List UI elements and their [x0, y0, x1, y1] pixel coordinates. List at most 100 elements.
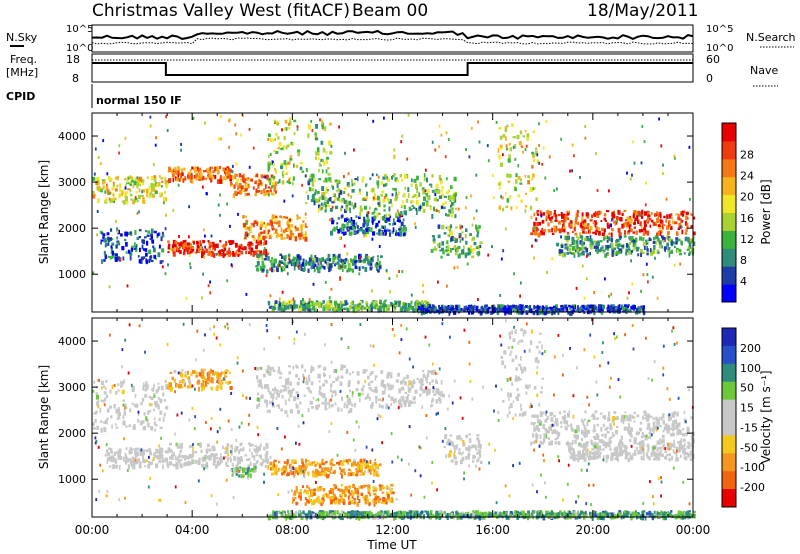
power-cell [388, 213, 391, 217]
power-cell [499, 144, 503, 148]
power-cell [529, 305, 532, 309]
velocity-cell [320, 486, 323, 490]
power-cell [298, 216, 301, 219]
velocity-cell [121, 380, 125, 385]
power-cell [113, 197, 117, 201]
power-cell [610, 218, 613, 222]
power-cell [604, 277, 606, 281]
velocity-cell [439, 391, 441, 396]
power-cell [366, 213, 368, 217]
power-cell [280, 233, 283, 237]
power-cell [138, 176, 142, 182]
power-cell [547, 222, 550, 227]
power-cell [615, 216, 619, 220]
power-cell [564, 215, 568, 220]
power-cell [191, 166, 194, 170]
power-cell [633, 239, 636, 243]
power-cell [272, 138, 275, 142]
power-cell [575, 309, 579, 312]
velocity-cell [312, 397, 315, 400]
velocity-cell [348, 501, 351, 505]
velocity-cell [428, 370, 431, 374]
power-cell [208, 171, 211, 177]
velocity-cell [181, 454, 184, 459]
velocity-cell [187, 461, 191, 466]
velocity-cell [95, 392, 99, 395]
power-cell [621, 223, 624, 229]
velocity-cell [95, 394, 99, 400]
power-cell [138, 259, 141, 264]
velocity-cell [266, 402, 268, 408]
power-cell [347, 219, 351, 223]
velocity-cell [295, 391, 299, 394]
power-cell [110, 246, 113, 252]
power-cell [403, 193, 406, 198]
power-cell [534, 231, 538, 236]
power-cell [219, 213, 221, 217]
power-cell [608, 294, 610, 298]
power-cell [385, 304, 389, 308]
power-cell [581, 220, 584, 223]
power-cell [341, 261, 344, 265]
power-cell [469, 233, 472, 236]
power-cell [244, 231, 248, 236]
power-cell [287, 300, 290, 305]
velocity-cell [381, 491, 385, 494]
power-cell [167, 251, 170, 254]
power-cell [300, 231, 303, 235]
velocity-cell [149, 403, 152, 407]
power-cell [647, 211, 650, 216]
power-cell [230, 240, 232, 244]
power-cell [175, 178, 178, 182]
power-cell [107, 236, 110, 241]
power-cell [359, 303, 361, 306]
velocity-cell [230, 444, 233, 449]
power-cell [657, 238, 660, 242]
velocity-cell [275, 397, 278, 401]
velocity-cell [342, 468, 345, 473]
power-cell [287, 261, 291, 265]
power-cell [288, 253, 291, 257]
velocity-cell [179, 450, 182, 453]
power-cell [440, 193, 445, 198]
power-cell [438, 175, 441, 179]
power-cell [299, 300, 303, 305]
power-cell [362, 197, 365, 201]
velocity-cell [438, 396, 441, 402]
velocity-cell [113, 457, 117, 463]
power-cell [383, 174, 387, 177]
power-cell [393, 306, 397, 310]
power-cell [679, 262, 682, 266]
velocity-cell [432, 389, 435, 394]
power-cell [373, 210, 376, 214]
power-cell [378, 264, 382, 270]
power-cell [575, 286, 578, 290]
power-cell [502, 207, 505, 212]
power-cell [302, 233, 306, 238]
power-cell [290, 304, 292, 309]
velocity-cell [329, 388, 332, 393]
velocity-cell [212, 455, 216, 458]
power-cell [151, 186, 154, 191]
power-cell [574, 219, 578, 225]
power-cell [262, 251, 266, 256]
power-cell [152, 245, 155, 249]
power-cell [378, 305, 382, 309]
power-cell [442, 250, 445, 255]
power-cell [367, 211, 370, 215]
velocity-cell [192, 447, 194, 452]
velocity-cell [251, 455, 254, 458]
power-cell [343, 244, 346, 248]
power-cell [323, 180, 326, 183]
power-cell [275, 228, 278, 234]
power-cell [226, 172, 229, 178]
power-cell [269, 260, 272, 263]
velocity-cell [125, 447, 128, 450]
power-cell [311, 129, 314, 133]
power-cell [248, 184, 251, 189]
power-cell [225, 167, 227, 171]
velocity-cell [419, 386, 423, 391]
velocity-cell [111, 456, 115, 460]
power-cell [196, 245, 200, 251]
power-cell [659, 213, 662, 219]
